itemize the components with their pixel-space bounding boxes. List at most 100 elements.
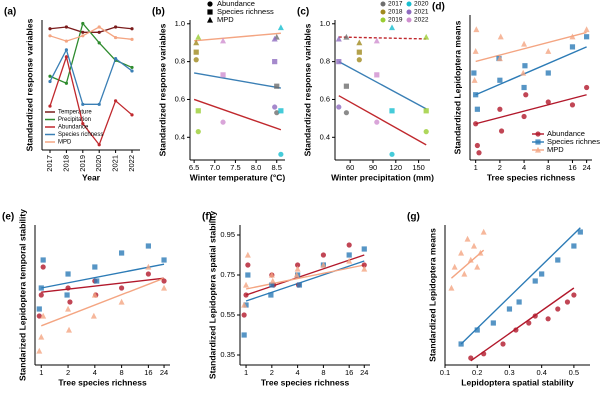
legend-label: Species richness: [58, 132, 103, 138]
legend-marker: [535, 139, 541, 145]
x-tick-label: 1: [244, 368, 248, 377]
fit-line: [338, 95, 427, 146]
point: [474, 142, 480, 149]
point: [474, 106, 480, 112]
x-tick-label: 2: [270, 368, 274, 377]
legend-label: Temperature: [58, 110, 92, 116]
y-tick-label: 0.4: [320, 132, 330, 141]
point: [271, 35, 278, 42]
point: [295, 262, 301, 268]
point: [361, 265, 368, 272]
point: [241, 332, 247, 338]
legend-label: MPD: [547, 145, 564, 154]
point: [268, 292, 274, 298]
x-axis-label: Tree species richness: [58, 377, 147, 387]
x-tick-label: 0.1: [440, 368, 450, 377]
point: [539, 271, 545, 277]
x-tick-label: 24: [582, 163, 590, 172]
point: [294, 265, 301, 272]
y-tick-label: 1.0: [175, 19, 185, 28]
x-tick-label: 90: [369, 163, 377, 172]
y-tick-label: 0.4: [175, 132, 185, 141]
point: [114, 99, 118, 103]
point: [389, 24, 395, 31]
point: [97, 41, 101, 45]
point: [500, 341, 506, 347]
point: [145, 263, 152, 270]
x-tick-label: 2022: [127, 155, 136, 172]
x-tick-label: 24: [360, 368, 368, 377]
x-tick-label: 2017: [45, 155, 54, 172]
point: [584, 34, 590, 40]
legend-label: 2022: [414, 17, 429, 24]
y-axis-label: Standardized response variables: [24, 18, 34, 151]
point: [423, 129, 429, 135]
point: [65, 305, 72, 312]
point: [193, 57, 199, 63]
legend-label: Species richness: [547, 137, 600, 146]
point: [497, 77, 503, 83]
point: [497, 106, 503, 112]
point: [476, 150, 482, 156]
point: [245, 272, 251, 278]
point: [346, 252, 352, 258]
legend-label: MPD: [58, 140, 72, 146]
point: [569, 33, 576, 40]
y-axis-label: Standardized Lepidoptera spatial stabili…: [207, 211, 217, 379]
x-tick-label: 7.5: [230, 163, 240, 172]
fit-line: [475, 46, 587, 96]
point: [513, 327, 519, 333]
point: [423, 108, 429, 114]
fit-line: [470, 287, 575, 362]
point: [65, 271, 71, 277]
point: [114, 25, 118, 29]
point: [81, 34, 85, 38]
point: [114, 35, 118, 40]
legend-marker: [406, 17, 412, 23]
y-tick-label: 0.6: [175, 94, 185, 103]
x-tick-label: 120: [390, 163, 403, 172]
point: [343, 110, 349, 116]
legend-label: Abundance: [547, 129, 585, 138]
point: [464, 235, 471, 242]
point: [481, 351, 487, 357]
legend-label: 2017: [388, 1, 403, 8]
point: [336, 104, 342, 110]
point: [336, 59, 342, 65]
point: [114, 57, 118, 61]
point: [320, 252, 326, 258]
point: [66, 326, 73, 333]
point: [448, 284, 455, 291]
point: [269, 277, 276, 284]
legend-marker: [535, 131, 541, 137]
point: [90, 312, 97, 319]
point: [64, 39, 68, 43]
point: [268, 271, 275, 278]
point: [130, 113, 134, 117]
point: [64, 55, 68, 59]
point: [161, 257, 167, 263]
point: [356, 57, 362, 63]
point: [498, 128, 505, 134]
legend-marker: [406, 9, 412, 15]
point: [64, 48, 68, 52]
fit-line: [338, 61, 427, 110]
point: [64, 292, 70, 298]
point: [243, 281, 250, 288]
x-tick-label: 2018: [61, 155, 70, 172]
x-tick-label: 0.3: [504, 368, 514, 377]
point: [471, 242, 477, 249]
y-tick-label: 0.75: [220, 270, 235, 279]
point: [472, 48, 479, 54]
point: [81, 21, 85, 26]
y-tick-label: 0.8: [175, 57, 185, 66]
point: [583, 26, 590, 33]
legend-marker: [207, 9, 213, 15]
fit-line: [41, 277, 165, 293]
point: [474, 263, 481, 270]
y-tick-label: 0.95: [220, 230, 235, 239]
legend-marker: [380, 9, 386, 15]
point: [67, 299, 73, 305]
point: [81, 122, 85, 126]
x-tick-label: 2020: [94, 155, 103, 172]
